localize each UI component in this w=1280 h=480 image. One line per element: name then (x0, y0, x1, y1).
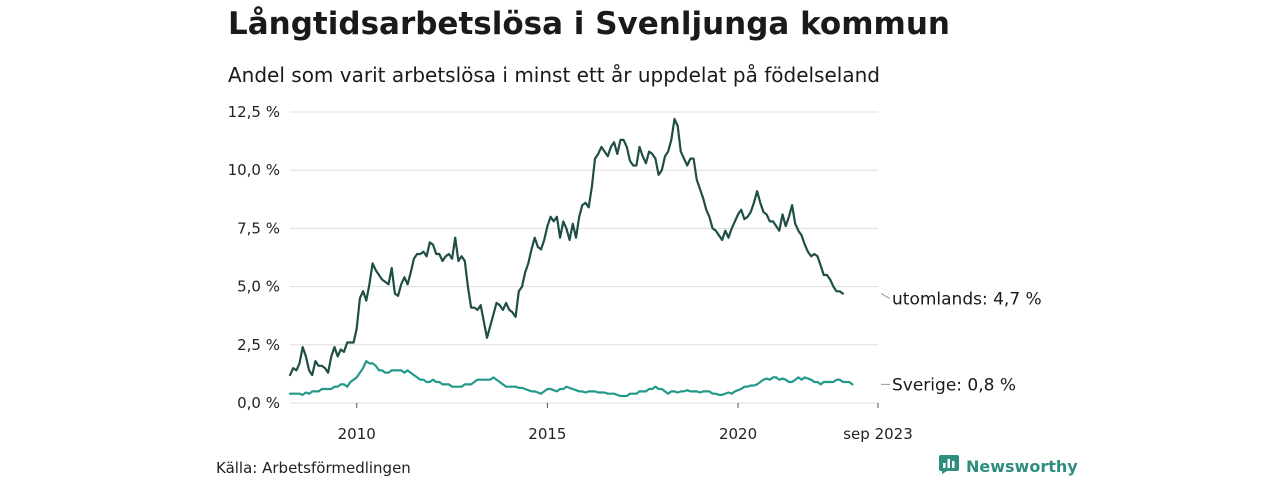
x-tick-label: 2020 (719, 425, 757, 443)
y-tick-label: 5,0 % (237, 278, 280, 296)
chart-title: Långtidsarbetslösa i Svenljunga kommun (228, 6, 950, 42)
chart-subtitle: Andel som varit arbetslösa i minst ett å… (228, 63, 880, 87)
source-note: Källa: Arbetsförmedlingen (216, 459, 411, 477)
series-line-sverige (288, 360, 854, 398)
y-tick-label: 2,5 % (237, 336, 280, 354)
x-tick-label: 2015 (528, 425, 566, 443)
end-label-connector (880, 293, 891, 300)
y-tick-label: 10,0 % (228, 161, 280, 179)
series-end-labels: utomlands: 4,7 % Sverige: 0,8 % (880, 290, 1042, 395)
series-line-utomlands (288, 117, 845, 377)
end-label-utomlands: utomlands: 4,7 % (892, 290, 1042, 310)
brand-logo: Newsworthy (938, 455, 1078, 477)
y-tick-label: 7,5 % (237, 219, 280, 237)
y-tick-label: 12,5 % (228, 103, 280, 121)
x-tick-label: sep 2023 (843, 425, 913, 443)
x-axis: 2010 2015 2020 sep 2023 (338, 403, 913, 443)
brand-name: Newsworthy (966, 456, 1078, 476)
series-lines (288, 117, 854, 398)
gridlines (290, 111, 878, 404)
y-tick-label: 0,0 % (237, 394, 280, 412)
newsworthy-icon (938, 453, 960, 479)
x-tick-label: 2010 (338, 425, 376, 443)
end-label-sverige: Sverige: 0,8 % (892, 375, 1016, 395)
y-axis-labels: 0,0 % 2,5 % 5,0 % 7,5 % 10,0 % 12,5 % (228, 103, 280, 412)
line-chart: 0,0 %2,5 %5,0 %7,5 %10,0 %12,5 % 2010 201… (228, 103, 1042, 443)
